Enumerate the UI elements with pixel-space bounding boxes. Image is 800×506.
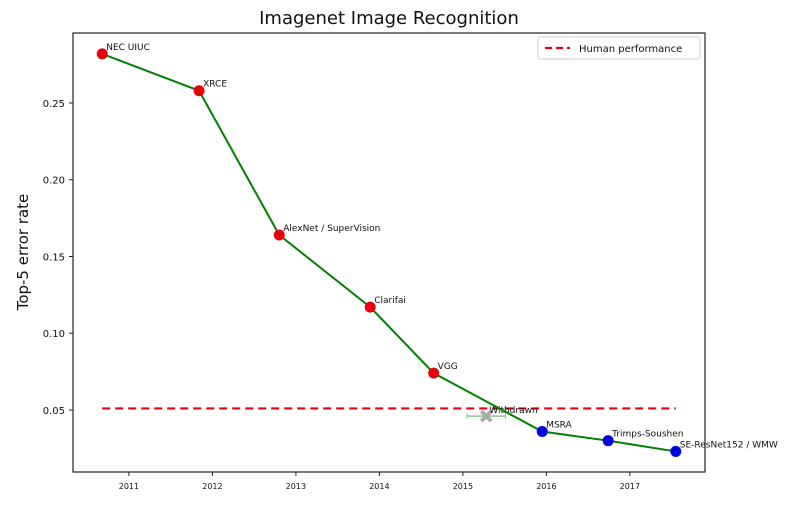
data-point-label: AlexNet / SuperVision (283, 224, 380, 234)
y-tick-label: 0.05 (43, 406, 65, 417)
y-axis-label: Top-5 error rate (14, 194, 32, 312)
data-point (428, 367, 440, 379)
x-tick-label: 2013 (286, 482, 306, 491)
data-point-label: Trimps-Soushen (611, 430, 683, 440)
y-tick-label: 0.15 (43, 252, 65, 263)
withdrawn-label: Withdrawn (489, 406, 537, 416)
chart-title: Imagenet Image Recognition (259, 8, 519, 29)
data-point (193, 85, 205, 97)
plot-frame (72, 32, 706, 473)
y-tick-label: 0.25 (43, 99, 65, 110)
error-rate-line (101, 52, 676, 453)
data-point-label: NEC UIUC (106, 43, 150, 53)
data-point (670, 445, 682, 457)
x-tick-label: 2011 (119, 482, 139, 491)
withdrawn-marker (479, 409, 493, 423)
legend: Human performance (537, 36, 701, 60)
data-point (96, 48, 108, 60)
data-point (273, 229, 285, 241)
data-point-label: VGG (438, 362, 458, 372)
data-point-label: XRCE (203, 80, 227, 90)
x-tick-label: 2016 (536, 482, 556, 491)
data-point (602, 435, 614, 447)
y-tick-label: 0.10 (43, 329, 65, 340)
data-point (364, 301, 376, 313)
x-tick-label: 2015 (453, 482, 473, 491)
legend-label-human: Human performance (579, 44, 682, 55)
x-tick-label: 2017 (620, 482, 640, 491)
legend-box (537, 36, 701, 60)
y-tick-label: 0.20 (43, 176, 65, 187)
data-point-label: SE-ResNet152 / WMW (680, 440, 778, 450)
x-tick-label: 2014 (369, 482, 389, 491)
x-tick-label: 2012 (202, 482, 222, 491)
data-point-label: Clarifai (374, 296, 406, 306)
data-point (536, 425, 548, 437)
data-point-label: MSRA (546, 420, 572, 430)
